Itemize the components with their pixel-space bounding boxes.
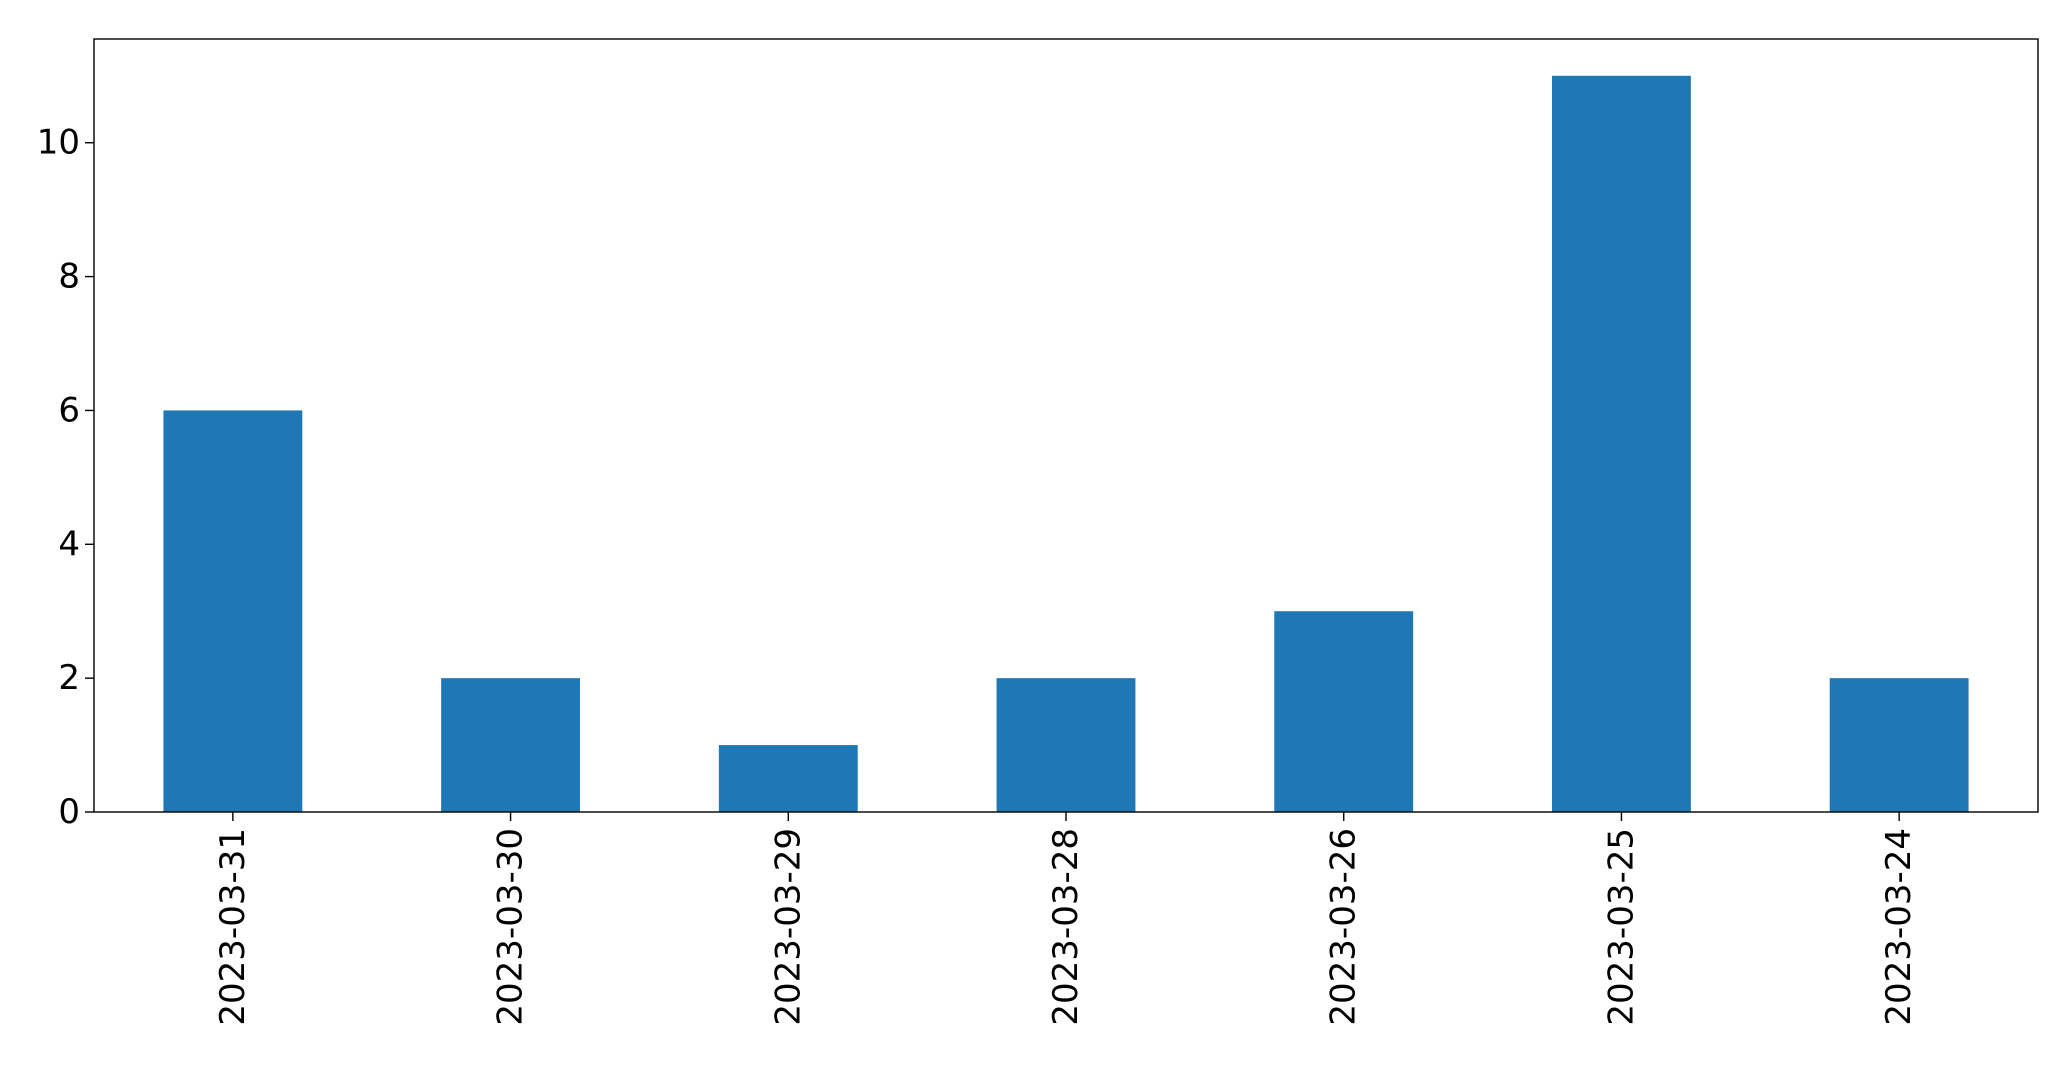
y-tick-label: 2	[58, 658, 80, 698]
bars-layer	[163, 75, 1969, 813]
y-tick-label: 4	[58, 524, 80, 564]
y-tick-label: 10	[37, 123, 80, 163]
x-tick-label: 2023-03-29	[768, 828, 808, 1026]
bar-2023-03-29	[718, 745, 858, 812]
y-tick-label: 6	[58, 390, 80, 430]
y-tick-label: 0	[58, 792, 80, 832]
bar-2023-03-25	[1552, 75, 1691, 813]
x-tick-label: 2023-03-30	[491, 828, 531, 1026]
x-tick-label: 2023-03-28	[1046, 828, 1086, 1026]
x-tick-label: 2023-03-24	[1879, 828, 1919, 1026]
bar-2023-03-26	[1274, 611, 1414, 812]
x-axis: 2023-03-31 2023-03-30 2023-03-29 2023-03-28…	[213, 812, 1919, 1026]
x-tick-label: 2023-03-31	[213, 828, 253, 1026]
bar-2023-03-30	[441, 678, 580, 812]
x-tick-label: 2023-03-25	[1601, 828, 1641, 1026]
bar-2023-03-31	[163, 410, 303, 812]
x-tick-label: 2023-03-26	[1324, 828, 1364, 1026]
y-tick-label: 8	[58, 257, 80, 297]
bar-2023-03-24	[1829, 678, 1969, 812]
bar-2023-03-28	[996, 678, 1136, 812]
y-axis: 0 2 4 6 8 10	[37, 123, 94, 832]
